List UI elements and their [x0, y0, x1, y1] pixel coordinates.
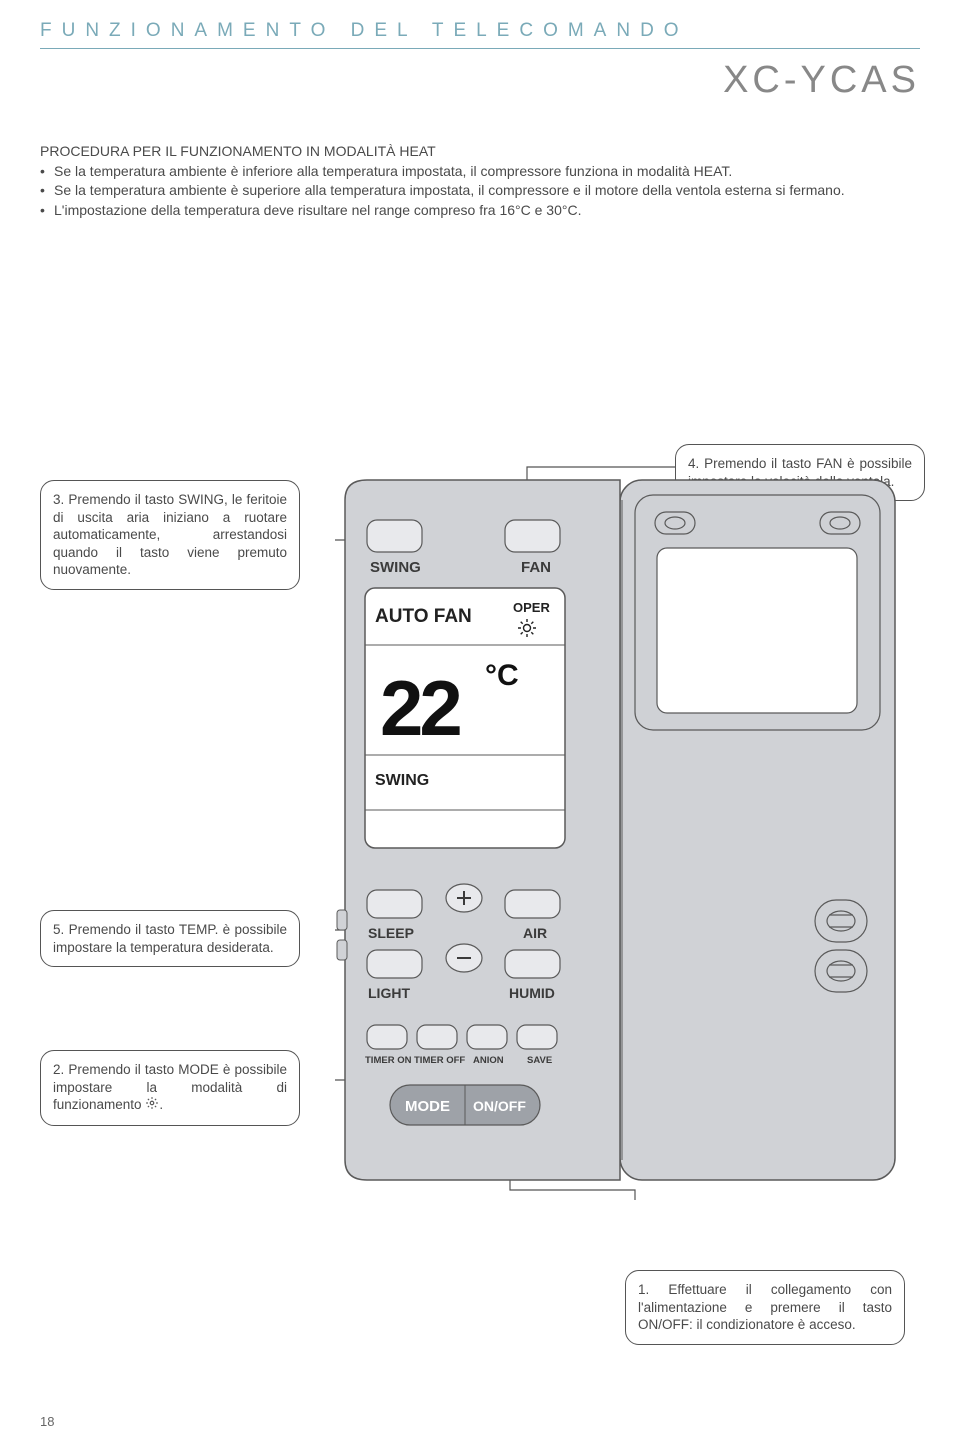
save-label: SAVE — [527, 1055, 552, 1066]
air-label: AIR — [523, 925, 547, 941]
intro-bullet: L'impostazione della temperatura deve ri… — [40, 201, 920, 221]
timer-off-label: TIMER OFF — [414, 1055, 465, 1066]
light-label: LIGHT — [368, 985, 410, 1001]
swing-button-label: SWING — [370, 559, 421, 576]
callout-5: 5. Premendo il tasto TEMP. è possibile i… — [40, 910, 300, 967]
display-oper: OPER — [513, 600, 550, 615]
callout-3: 3. Premendo il tasto SWING, le feritoie … — [40, 480, 300, 590]
callout-1: 1. Effettuare il collegamento con l'alim… — [625, 1270, 905, 1345]
intro-bullet: Se la temperatura ambiente è inferiore a… — [40, 162, 920, 182]
sleep-label: SLEEP — [368, 925, 414, 941]
callout-2-text: 2. Premendo il tasto MODE è possibile im… — [53, 1062, 287, 1112]
page-number: 18 — [40, 1414, 54, 1429]
onoff-button-label: ON/OFF — [473, 1098, 526, 1114]
display-swing: SWING — [375, 772, 429, 789]
humid-label: HUMID — [509, 985, 555, 1001]
anion-label: ANION — [473, 1055, 504, 1066]
display-temp: 22 — [380, 664, 460, 752]
gear-icon — [145, 1096, 159, 1115]
timer-on-label: TIMER ON — [365, 1055, 412, 1066]
model-code: XC-YCAS — [40, 59, 920, 102]
remote-diagram: SWING FAN AUTO FAN OPER — [335, 460, 925, 1200]
mode-button-label: MODE — [405, 1098, 450, 1115]
display-autofan: AUTO FAN — [375, 606, 472, 627]
callout-2: 2. Premendo il tasto MODE è possibile im… — [40, 1050, 300, 1126]
intro-bullet: Se la temperatura ambiente è superiore a… — [40, 181, 920, 201]
display-unit: °C — [485, 659, 519, 692]
intro-heading: PROCEDURA PER IL FUNZIONAMENTO IN MODALI… — [40, 142, 920, 162]
callout-2-post: . — [159, 1097, 163, 1112]
section-title: FUNZIONAMENTO DEL TELECOMANDO — [40, 20, 920, 49]
fan-button-label: FAN — [521, 559, 551, 576]
